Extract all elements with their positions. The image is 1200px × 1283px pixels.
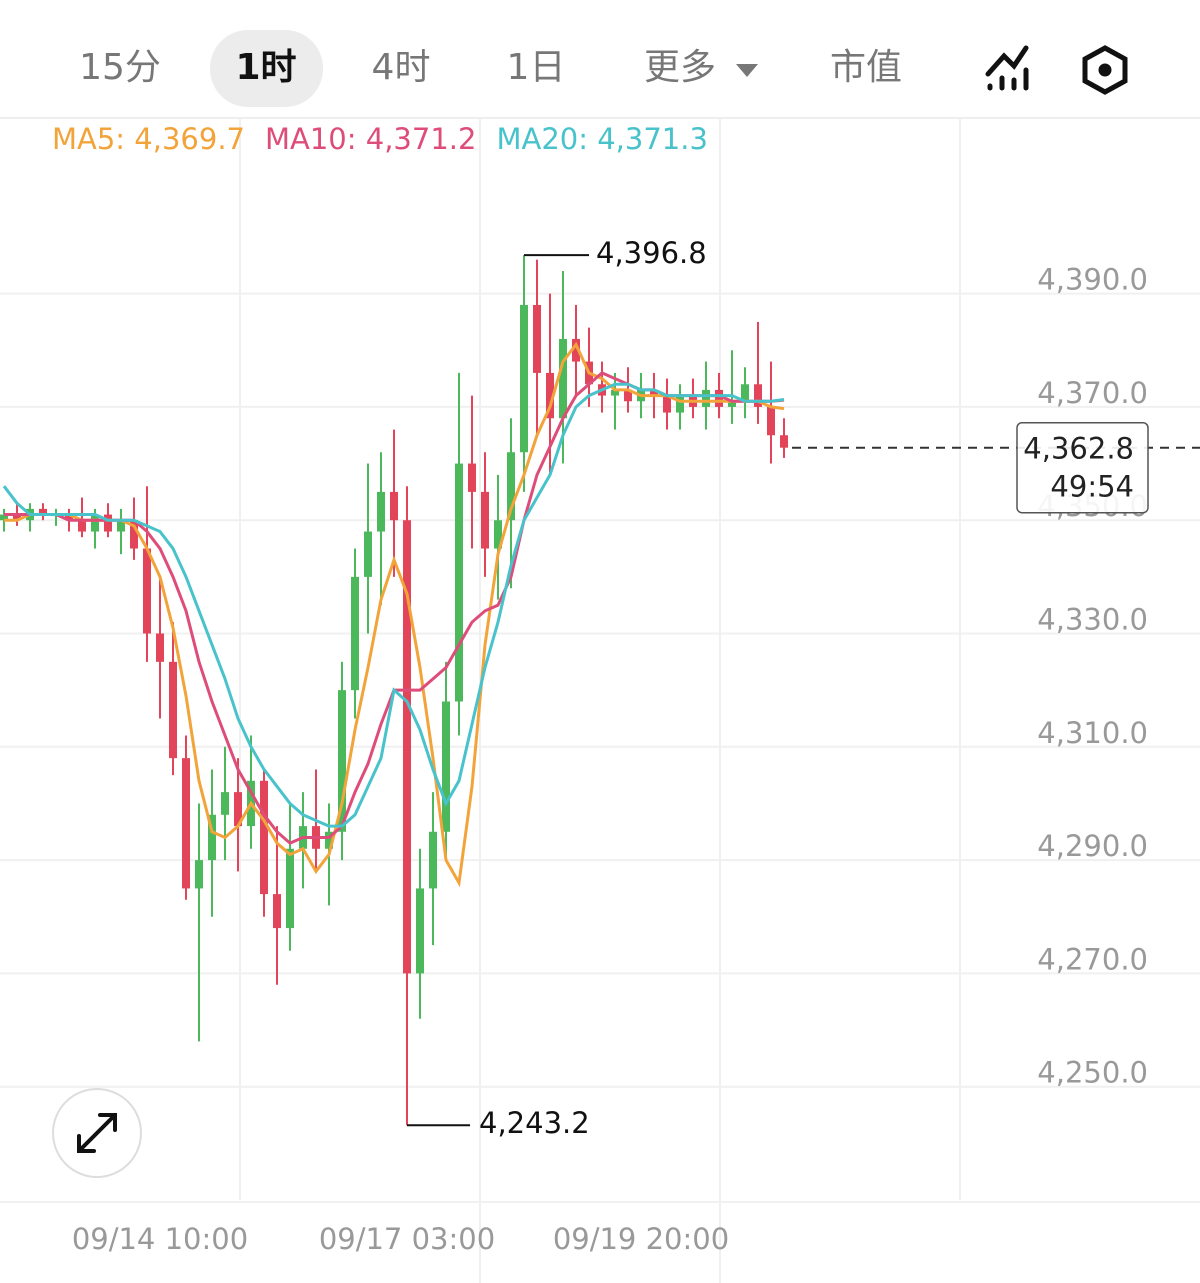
candle-body [442,701,450,832]
candle-body [780,435,788,448]
fullscreen-button[interactable] [52,1088,142,1178]
tab[interactable]: 市值 [830,47,902,88]
legend-entry: MA10: 4,371.2 [265,122,476,156]
candle-body [481,491,489,549]
y-tick-label: 4,370.0 [1037,376,1148,410]
low-label: 4,243.2 [479,1106,590,1140]
line-chart-icon[interactable] [985,45,1029,91]
candle-body [104,514,112,532]
candle-body [728,401,736,407]
candle-body [221,792,229,815]
y-tick-label: 4,250.0 [1037,1056,1148,1090]
candle-body [182,758,190,889]
candle-body [156,633,164,662]
candle-body [611,389,619,396]
candle-body [39,508,47,515]
legend-entry: MA5: 4,369.7 [52,122,245,156]
x-tick-label: 09/17 03:00 [319,1222,495,1256]
candle-body [260,780,268,895]
candle-body [546,372,554,419]
candle-body [767,406,775,436]
candle-body [663,395,671,413]
candle-body [390,491,398,521]
candle-body [351,576,359,691]
candle-body [65,514,73,521]
candle-body [520,304,528,453]
candle-body [754,384,762,407]
candle-body [130,520,138,549]
candle-body [78,520,86,532]
legend-entry: MA20: 4,371.3 [496,122,707,156]
x-tick-label: 09/19 20:00 [553,1222,729,1256]
candle-body [429,831,437,889]
candle-body [325,831,333,849]
candle-body [377,491,385,532]
ma-line [2,382,785,828]
candle-body [195,860,203,889]
candle-body [572,338,580,362]
candle-body [507,452,515,521]
candle-body [624,389,632,402]
x-tick-label: 09/14 10:00 [72,1222,248,1256]
settings-icon[interactable] [1082,45,1128,95]
candle-body [559,338,567,419]
candle-body [273,894,281,929]
y-tick-label: 4,290.0 [1037,829,1148,863]
tab[interactable]: 4时 [372,47,431,88]
candle-body [416,888,424,974]
candle-body [234,792,242,827]
candle-body [702,389,710,407]
candle-body [403,520,411,974]
candle-body [715,389,723,407]
candle-body [208,814,216,861]
y-tick-label: 4,390.0 [1037,263,1148,297]
tab[interactable]: 1时 [235,47,296,88]
y-tick-label: 4,310.0 [1037,716,1148,750]
tab[interactable]: 更多 [644,47,716,88]
candle-body [533,304,541,373]
price-box [1016,421,1149,514]
candle-body [0,514,8,521]
candle-body [741,384,749,402]
candle-body [676,395,684,413]
candle-body [117,520,125,532]
tab[interactable]: 1日 [507,47,566,88]
candle-body [169,661,177,759]
candle-body [143,548,151,634]
candle-body [468,463,476,492]
candle-body [13,514,21,521]
candle-body [494,520,502,549]
tab-highlight [210,30,323,107]
countdown: 49:54 [1050,470,1134,504]
y-tick-label: 4,270.0 [1037,942,1148,976]
candle-body [455,463,463,702]
last-price-label: 4,362.8 [1023,432,1134,466]
candle-body [650,389,658,396]
ma-line [4,341,785,888]
y-tick-label: 4,330.0 [1037,603,1148,637]
dropdown-arrow [736,64,758,77]
high-label: 4,396.8 [596,236,707,270]
candle-body [91,514,99,532]
tab[interactable]: 15分 [79,47,161,88]
candle-body [286,848,294,929]
candle-body [364,531,372,577]
candle-body [338,690,346,832]
